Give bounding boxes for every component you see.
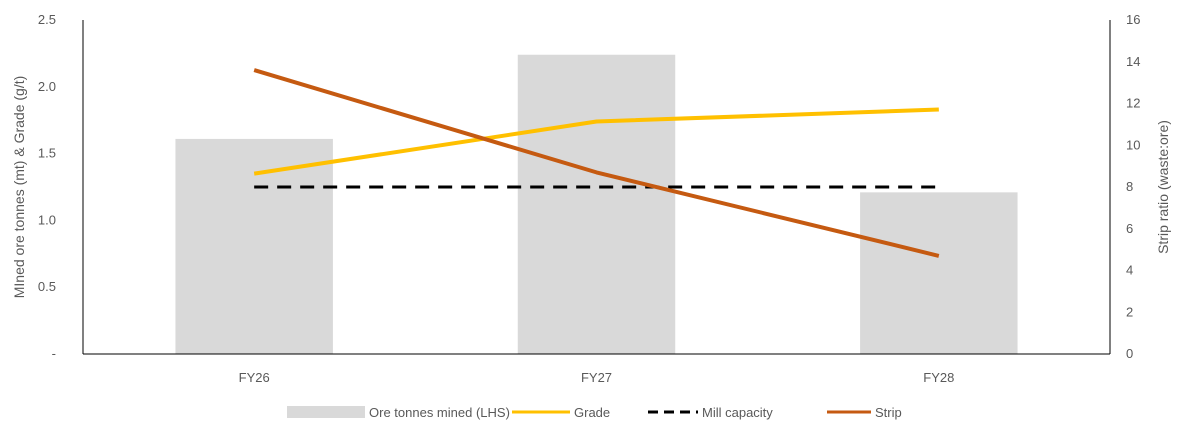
y-tick-label: 1.5 <box>38 146 56 161</box>
legend-label: Strip <box>875 405 902 420</box>
x-tick-label: FY28 <box>923 370 954 385</box>
left-axis-title: MIned ore tonnes (mt) & Grade (g/t) <box>11 76 27 299</box>
y2-tick-label: 6 <box>1126 221 1133 236</box>
x-axis-ticks: FY26 FY27 FY28 <box>239 370 955 385</box>
x-tick-label: FY26 <box>239 370 270 385</box>
legend-label: Grade <box>574 405 610 420</box>
bar <box>175 138 333 354</box>
y-tick-label: 0.5 <box>38 279 56 294</box>
y2-tick-label: 10 <box>1126 137 1140 152</box>
y2-tick-label: 4 <box>1126 263 1133 278</box>
x-tick-label: FY27 <box>581 370 612 385</box>
y-tick-label: 2.5 <box>38 12 56 27</box>
bars <box>175 54 1018 355</box>
y2-tick-label: 2 <box>1126 304 1133 319</box>
legend-label: Ore tonnes mined (LHS) <box>369 405 510 420</box>
y2-tick-label: 0 <box>1126 346 1133 361</box>
y-tick-label: 1.0 <box>38 212 56 227</box>
bar <box>860 192 1018 354</box>
legend-swatch <box>287 406 365 418</box>
y-tick-label: - <box>52 346 56 361</box>
series-lines <box>253 68 940 258</box>
y2-tick-label: 16 <box>1126 12 1140 27</box>
y2-tick-label: 12 <box>1126 96 1140 111</box>
legend: Ore tonnes mined (LHS) Grade Mill capacity… <box>287 405 902 420</box>
bar <box>517 54 676 355</box>
y2-tick-label: 14 <box>1126 54 1140 69</box>
right-axis-title: Strip ratio (waste:ore) <box>1155 120 1171 254</box>
legend-label: Mill capacity <box>702 405 773 420</box>
right-axis-ticks: 0 2 4 6 8 10 12 14 16 <box>1126 12 1140 361</box>
y-tick-label: 2.0 <box>38 79 56 94</box>
grade-line <box>253 107 939 176</box>
strip-line <box>253 68 940 258</box>
left-axis-ticks: - 0.5 1.0 1.5 2.0 2.5 <box>38 12 56 361</box>
y2-tick-label: 8 <box>1126 179 1133 194</box>
